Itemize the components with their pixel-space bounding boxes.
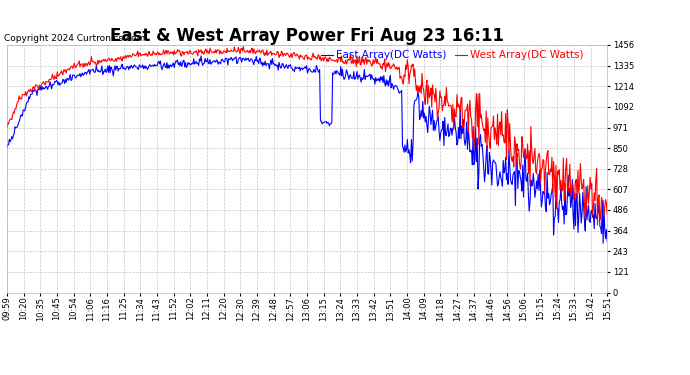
Line: West Array(DC Watts): West Array(DC Watts) — [7, 46, 607, 225]
East Array(DC Watts) — [40, 87, 48, 91]
West Array(DC Watts) — [239, 44, 248, 49]
West Array(DC Watts) — [3, 126, 11, 130]
East Array(DC Watts) — [199, 61, 208, 66]
West Array(DC Watts) — [241, 50, 249, 54]
East Array(DC Watts) — [3, 145, 11, 149]
Text: Copyright 2024 Curtronics.com: Copyright 2024 Curtronics.com — [4, 33, 145, 42]
East Array(DC Watts) — [241, 58, 249, 63]
Line: East Array(DC Watts): East Array(DC Watts) — [7, 56, 607, 243]
East Array(DC Watts) — [141, 64, 150, 69]
East Array(DC Watts) — [599, 241, 607, 246]
East Array(DC Watts) — [63, 76, 72, 81]
West Array(DC Watts) — [603, 212, 611, 217]
East Array(DC Watts) — [197, 54, 205, 58]
Legend: East Array(DC Watts), West Array(DC Watts): East Array(DC Watts), West Array(DC Watt… — [316, 46, 588, 64]
West Array(DC Watts) — [40, 81, 48, 86]
West Array(DC Watts) — [63, 67, 72, 71]
West Array(DC Watts) — [482, 109, 491, 113]
West Array(DC Watts) — [199, 49, 207, 54]
Title: East & West Array Power Fri Aug 23 16:11: East & West Array Power Fri Aug 23 16:11 — [110, 27, 504, 45]
West Array(DC Watts) — [141, 53, 150, 57]
East Array(DC Watts) — [482, 153, 491, 158]
East Array(DC Watts) — [603, 239, 611, 243]
West Array(DC Watts) — [593, 223, 602, 227]
